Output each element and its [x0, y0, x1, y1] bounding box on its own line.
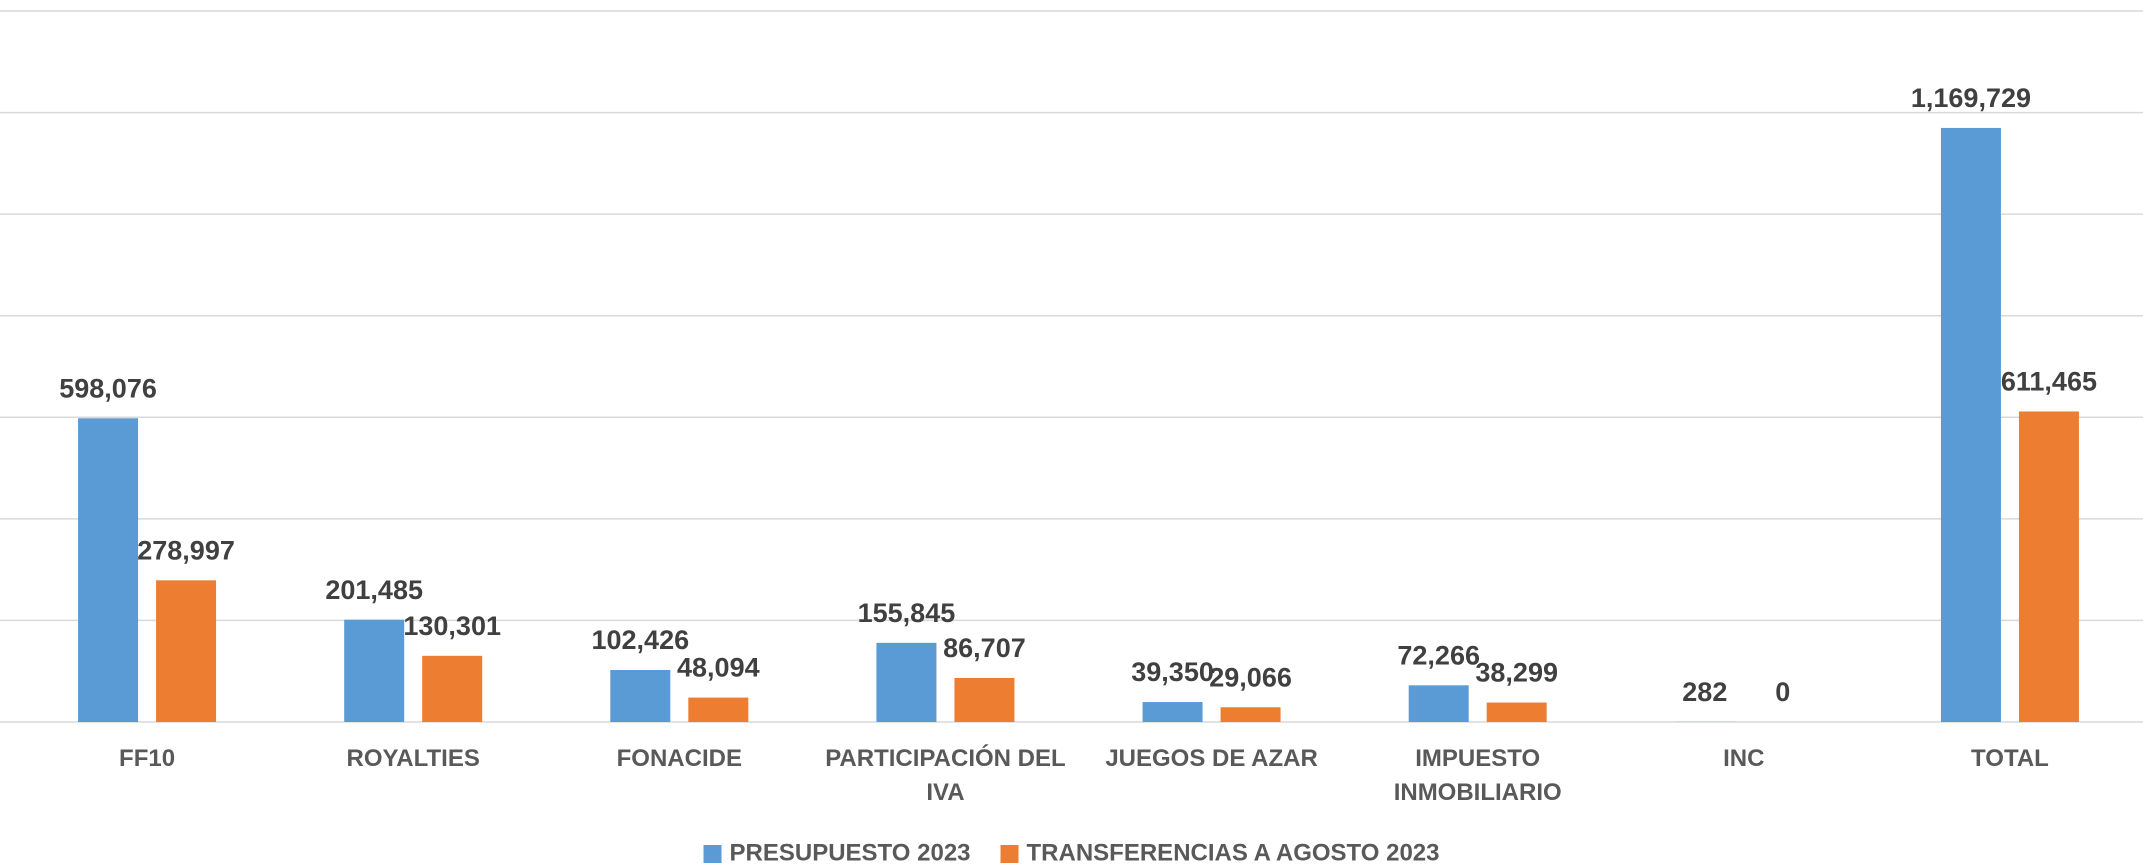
bar: [610, 669, 671, 722]
data-label: 201,485: [325, 575, 423, 605]
data-label: 29,066: [1209, 662, 1292, 692]
x-tick-label: IMPUESTO INMOBILIARIO: [1393, 745, 1562, 806]
data-label: 1,169,729: [1911, 83, 2031, 113]
bar: [1220, 707, 1281, 722]
data-label: 38,299: [1475, 658, 1558, 688]
legend-swatch: [1000, 845, 1019, 863]
bar: [876, 642, 937, 722]
bar: [344, 619, 405, 722]
x-tick-label: FF10: [119, 745, 176, 772]
x-tick-label: TOTAL: [1971, 745, 2049, 772]
data-label: 155,845: [858, 598, 956, 628]
bar: [688, 697, 749, 722]
bar: [78, 418, 139, 722]
bar: [1486, 702, 1547, 722]
x-tick-label: PARTICIPACIÓN DEL IVA: [825, 745, 1066, 806]
data-label: 278,997: [137, 535, 235, 565]
bar: [1408, 685, 1469, 722]
x-tick-label: INC: [1723, 745, 1765, 772]
data-label: 72,266: [1397, 640, 1480, 670]
data-label: 39,350: [1131, 657, 1214, 687]
data-label: 282: [1682, 677, 1727, 707]
x-tick-label: FONACIDE: [616, 745, 742, 772]
x-tick-label: ROYALTIES: [346, 745, 480, 772]
data-label: 611,465: [2001, 367, 2097, 397]
data-label: 86,707: [943, 633, 1026, 663]
bar: [2018, 411, 2079, 722]
data-label: 48,094: [677, 653, 760, 683]
data-label: 0: [1775, 677, 1790, 707]
bar: [156, 580, 217, 722]
data-label: 598,076: [59, 373, 157, 403]
legend-label: TRANSFERENCIAS A AGOSTO 2023: [1027, 839, 1440, 866]
bar: [1142, 702, 1203, 722]
legend-label: PRESUPUESTO 2023: [730, 839, 971, 866]
x-tick-label: JUEGOS DE AZAR: [1105, 745, 1318, 772]
bar: [422, 655, 483, 722]
bar: [1940, 127, 2001, 723]
data-label: 102,426: [592, 625, 690, 655]
data-label: 130,301: [403, 611, 501, 641]
bar: [954, 677, 1015, 722]
legend-swatch: [703, 845, 722, 863]
